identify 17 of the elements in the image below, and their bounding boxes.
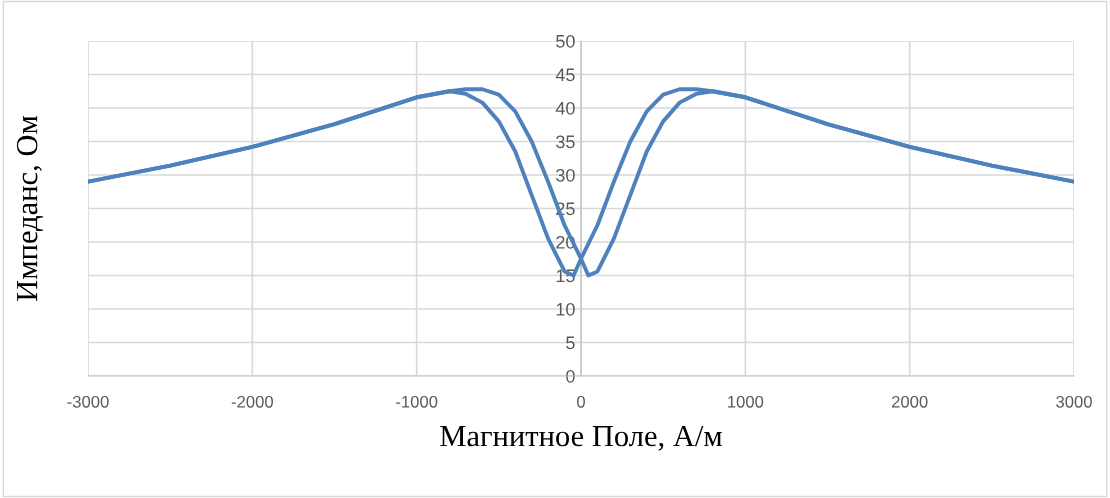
y-tick-label: 5: [566, 336, 575, 350]
x-tick-label: 1000: [728, 395, 764, 408]
x-tick-label: 2000: [891, 395, 928, 408]
x-axis-title: Магнитное Поле, А/м: [440, 425, 722, 451]
y-tick-label: 50: [556, 34, 575, 48]
y-tick-label: 35: [556, 135, 575, 149]
x-tick-label: 0: [577, 395, 585, 408]
x-tick-label: 3000: [1056, 395, 1092, 408]
x-tick-label: -3000: [67, 395, 109, 408]
y-tick-label: 40: [555, 101, 575, 115]
y-axis-title: Импеданс, Ом: [16, 115, 44, 301]
y-tick-label: 0: [566, 369, 575, 383]
x-tick-label: -1000: [396, 395, 438, 408]
x-tick-label: -2000: [231, 395, 273, 408]
y-tick-label: 30: [556, 168, 575, 182]
y-tick-label: 10: [556, 302, 575, 316]
y-tick-label: 45: [555, 68, 575, 82]
